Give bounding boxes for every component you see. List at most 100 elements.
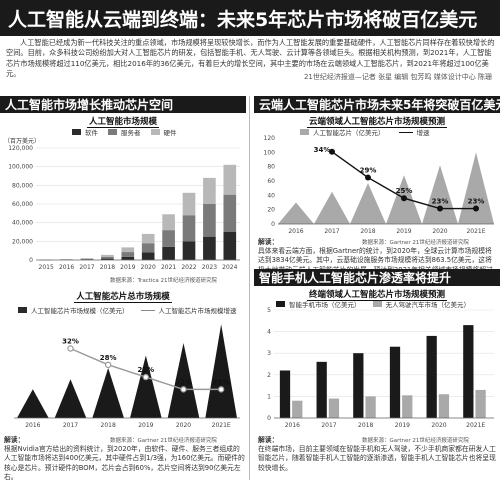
bar-autonomous-car <box>402 395 412 418</box>
bar-hardware <box>81 258 94 259</box>
bar-autonomous-car <box>439 394 449 418</box>
y-tick-label: 80 <box>267 164 275 171</box>
bar-chip-market <box>130 356 162 419</box>
bar-services <box>162 230 175 247</box>
growth-point <box>473 206 479 212</box>
y-tick-label: 1 <box>267 393 271 400</box>
area-chip-cloud <box>458 152 494 224</box>
x-tick-label: 2016 <box>285 422 300 429</box>
chart2-note-label: 解读： <box>4 436 108 445</box>
chart2-title: 人工智能芯片总市场规模 <box>0 290 246 302</box>
y-tick-label: 120 <box>264 135 276 142</box>
legend-swatch <box>72 129 81 135</box>
chart1-source: 数据来源：Tractica 21世纪经济报道研究院 <box>110 276 217 284</box>
y-tick-label: 20 <box>267 207 275 214</box>
bar-hardware <box>203 178 216 204</box>
bar-hardware <box>183 193 196 215</box>
growth-point <box>401 195 407 201</box>
growth-label: 28% <box>100 354 117 362</box>
x-tick-label: 2017 <box>79 264 94 271</box>
growth-point <box>219 387 224 392</box>
bar-hardware <box>162 214 175 230</box>
legend-label: 服务者 <box>121 127 141 137</box>
x-tick-label: 2021 <box>161 264 176 271</box>
bar-services <box>142 243 155 252</box>
y-tick-label: 5 <box>267 307 271 314</box>
section-header-cloud: 云端人工智能芯片市场未来5年将突破百亿美元 <box>254 96 500 113</box>
legend-line <box>399 132 413 133</box>
x-tick-label: 2021E <box>212 422 231 429</box>
bar-autonomous-car <box>475 390 485 418</box>
growth-label: 23% <box>468 198 485 206</box>
growth-point <box>181 387 186 392</box>
column-divider <box>249 96 250 480</box>
bar-services <box>203 204 216 237</box>
section-header-terminal: 智能手机人工智能芯片渗透率将提升 <box>254 269 500 286</box>
page-banner: 人工智能从云端到终端：未来5年芯片市场将破百亿美元 <box>0 0 500 36</box>
bar-services <box>183 215 196 241</box>
x-tick-label: 2015 <box>39 264 54 271</box>
bar-hardware <box>142 234 155 243</box>
bar-services <box>81 259 94 260</box>
x-tick-label: 2024 <box>222 264 237 271</box>
y-tick-label: 40,000 <box>12 220 33 227</box>
y-tick-label: 2 <box>267 372 271 379</box>
bar-chip-market <box>92 368 124 418</box>
bar-software <box>162 247 175 260</box>
legend-label: 软件 <box>85 127 98 137</box>
x-tick-label: 2021E <box>466 228 485 235</box>
x-tick-label: 2023 <box>202 264 217 271</box>
y-tick-label: 120,000 <box>8 145 33 152</box>
chart1-title: 人工智能市场规模 <box>0 115 246 127</box>
x-tick-label: 2016 <box>25 422 40 429</box>
y-tick-label: 60,000 <box>12 201 33 208</box>
chart3-title: 云端领域人工智能芯片市场规模预测 <box>254 115 500 127</box>
legend-line <box>141 310 155 311</box>
chart1-legend: 软件 服务者 硬件 <box>72 127 177 137</box>
bar-hardware <box>101 255 114 257</box>
area-chip-cloud <box>350 183 386 224</box>
bar-software <box>223 232 236 260</box>
bar-chip-market <box>55 379 87 418</box>
x-tick-label: 2020 <box>176 422 191 429</box>
y-tick-label: 40 <box>267 192 275 199</box>
growth-point <box>437 206 443 212</box>
legend-swatch <box>300 129 309 135</box>
bar-software <box>142 253 155 260</box>
y-tick-label: 20,000 <box>12 238 33 245</box>
growth-point <box>143 374 148 379</box>
growth-label: 22% <box>213 378 230 386</box>
growth-label: 22% <box>175 378 192 386</box>
chart2-title-text: 人工智能芯片总市场规模 <box>74 292 172 303</box>
bar-smartphone <box>280 370 290 418</box>
growth-label: 25% <box>137 366 154 374</box>
y-tick-label: 0 <box>29 257 33 264</box>
chart2-source: 数据来源：Gartner 21世纪经济报道研究院 <box>110 436 217 444</box>
bar-software <box>121 257 134 260</box>
x-tick-label: 2022 <box>181 264 196 271</box>
chart4-note-label: 解读： <box>258 436 298 445</box>
page-title: 人工智能从云端到终端：未来5年芯片市场将破百亿美元 <box>8 5 477 32</box>
y-tick-label: 0 <box>267 415 271 422</box>
bar-services <box>223 195 236 232</box>
area-chip-cloud <box>314 192 350 224</box>
bar-smartphone <box>463 325 473 418</box>
x-tick-label: 2016 <box>288 228 303 235</box>
bar-autonomous-car <box>292 401 302 418</box>
x-tick-label: 2016 <box>59 264 74 271</box>
x-tick-label: 2018 <box>100 264 115 271</box>
x-tick-label: 2019 <box>396 228 411 235</box>
x-tick-label: 2021E <box>466 422 485 429</box>
y-tick-label: 80,000 <box>12 182 33 189</box>
chart4-note: 在终端市场，目前主要领域在智能手机和无人驾驶，不少手机商家都在研发人工智能芯片，… <box>258 445 496 473</box>
area-chip-cloud <box>422 165 458 224</box>
x-tick-label: 2019 <box>120 264 135 271</box>
growth-label: 29% <box>360 167 377 175</box>
x-tick-label: 2020 <box>432 228 447 235</box>
legend-swatch <box>18 307 27 313</box>
section-header-market-growth: 人工智能市场增长推动芯片空间 <box>0 96 246 113</box>
chart3-source: 数据来源：Gartner 21世纪经济报道研究院 <box>362 238 469 246</box>
bar-chip-market <box>17 389 49 418</box>
